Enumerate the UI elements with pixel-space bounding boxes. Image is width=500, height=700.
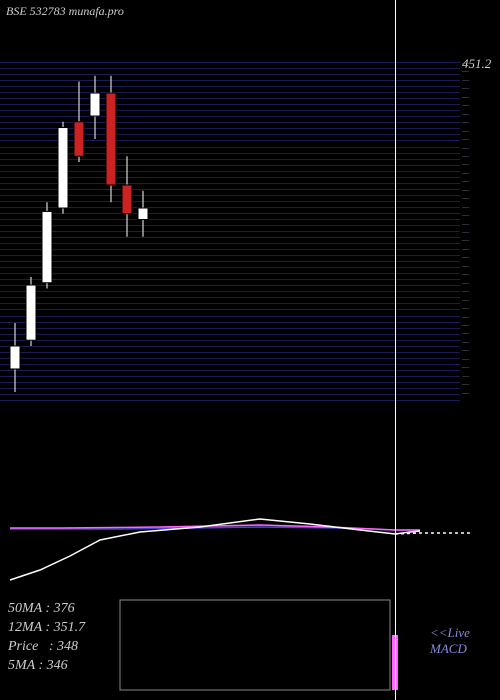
stats-readout: 50MA : 37612MA : 351.7Price : 3485MA : 3… — [8, 600, 85, 676]
volume-panel — [0, 0, 500, 700]
stat-line: 5MA : 346 — [8, 657, 85, 676]
stat-line: 12MA : 351.7 — [8, 619, 85, 638]
stat-line: Price : 348 — [8, 638, 85, 657]
crosshair-vertical — [395, 0, 396, 700]
stat-line: 50MA : 376 — [8, 600, 85, 619]
macd-label: <<Live MACD — [430, 625, 500, 657]
price-axis-label: 451.2 — [462, 56, 491, 72]
